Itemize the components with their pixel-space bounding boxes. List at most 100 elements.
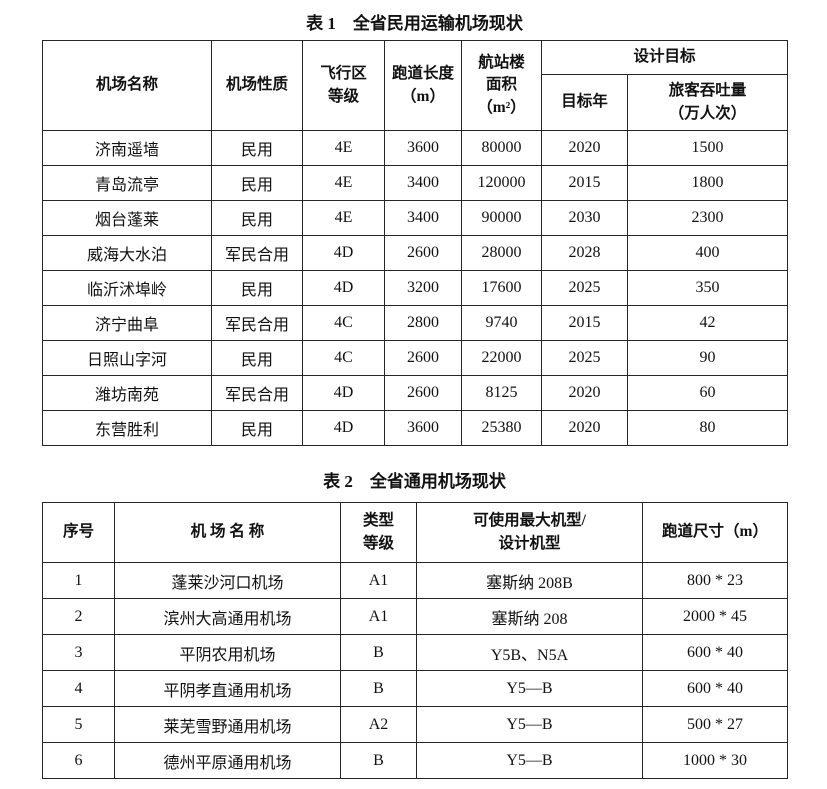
cell-target-year: 2015	[541, 165, 628, 201]
cell-airport-name: 滨州大高通用机场	[114, 598, 341, 635]
cell-no: 1	[42, 562, 115, 599]
cell-no: 6	[42, 742, 115, 779]
cell-target-year: 2015	[541, 305, 628, 341]
table1-header-runway-length: 跑道长度 （m）	[384, 40, 462, 131]
cell-target-year: 2028	[541, 235, 628, 271]
cell-nature: 民用	[211, 130, 303, 166]
cell-terminal-area: 9740	[461, 305, 542, 341]
table-row: 济宁曲阜 军民合用 4C 2800 9740 2015 42	[42, 305, 789, 341]
table2-header-type-grade: 类型 等级	[340, 502, 417, 563]
cell-runway-length: 2600	[384, 340, 462, 376]
cell-nature: 军民合用	[211, 305, 303, 341]
cell-nature: 民用	[211, 165, 303, 201]
cell-throughput: 90	[626, 340, 789, 376]
table2-header-max-aircraft: 可使用最大机型/ 设计机型	[416, 502, 643, 563]
cell-airport-name: 潍坊南苑	[42, 375, 212, 411]
table-row: 威海大水泊 军民合用 4D 2600 28000 2028 400	[42, 235, 789, 271]
cell-throughput: 350	[626, 270, 789, 306]
table1-header-grade: 飞行区 等级	[302, 40, 385, 131]
cell-airport-name: 威海大水泊	[42, 235, 212, 271]
cell-terminal-area: 28000	[461, 235, 542, 271]
cell-target-year: 2020	[541, 410, 628, 446]
table2-header-row: 序号 机 场 名 称 类型 等级 可使用最大机型/ 设计机型 跑道尺寸（m）	[42, 502, 788, 563]
table1-header-row-sub: 目标年 旅客吞吐量 （万人次）	[43, 74, 789, 131]
cell-terminal-area: 120000	[461, 165, 542, 201]
cell-airport-name: 临沂沭埠岭	[42, 270, 212, 306]
table-row: 日照山字河 民用 4C 2600 22000 2025 90	[42, 340, 789, 376]
table-row: 3 平阴农用机场 B Y5B、N5A 600 * 40	[42, 634, 788, 671]
cell-airport-name: 莱芜雪野通用机场	[114, 706, 341, 743]
cell-max-aircraft: Y5B、N5A	[416, 634, 643, 671]
cell-throughput: 60	[626, 375, 789, 411]
table-row: 济南遥墙 民用 4E 3600 80000 2020 1500	[42, 130, 789, 166]
cell-type-grade: B	[340, 634, 417, 671]
cell-target-year: 2025	[541, 340, 628, 376]
cell-target-year: 2020	[541, 375, 628, 411]
document-page: 表 1 全省民用运输机场现状 机场名称 机场性质 飞行区 等级 跑道长度 （m）…	[42, 0, 789, 779]
cell-type-grade: A1	[340, 598, 417, 635]
cell-runway-length: 2800	[384, 305, 462, 341]
table1-header-terminal-area: 航站楼 面积 （m²）	[461, 40, 542, 131]
civil-transport-airports-table: 机场名称 机场性质 飞行区 等级 跑道长度 （m） 航站楼 面积 （m²） 设计…	[42, 40, 789, 446]
cell-runway-size: 1000 * 30	[642, 742, 788, 779]
cell-airport-name: 平阴孝直通用机场	[114, 670, 341, 707]
cell-airport-name: 济宁曲阜	[42, 305, 212, 341]
table-row: 临沂沭埠岭 民用 4D 3200 17600 2025 350	[42, 270, 789, 306]
cell-runway-size: 2000 * 45	[642, 598, 788, 635]
cell-nature: 民用	[211, 270, 303, 306]
table1-header-throughput: 旅客吞吐量 （万人次）	[626, 74, 789, 131]
cell-throughput: 400	[626, 235, 789, 271]
cell-runway-length: 3200	[384, 270, 462, 306]
cell-nature: 民用	[211, 410, 303, 446]
cell-terminal-area: 90000	[461, 200, 542, 236]
table2-header-runway-size: 跑道尺寸（m）	[642, 502, 788, 563]
table2-header-no: 序号	[42, 502, 115, 563]
cell-airport-name: 济南遥墙	[42, 130, 212, 166]
cell-target-year: 2025	[541, 270, 628, 306]
cell-runway-length: 2600	[384, 375, 462, 411]
cell-grade: 4E	[302, 165, 385, 201]
cell-runway-length: 3400	[384, 165, 462, 201]
cell-type-grade: A2	[340, 706, 417, 743]
cell-throughput: 80	[626, 410, 789, 446]
table1-header-airport-name: 机场名称	[42, 40, 212, 131]
table-row: 6 德州平原通用机场 B Y5—B 1000 * 30	[42, 742, 788, 779]
table1-header-design-target: 设计目标	[540, 40, 789, 75]
cell-grade: 4D	[302, 235, 385, 271]
table-row: 潍坊南苑 军民合用 4D 2600 8125 2020 60	[42, 375, 789, 411]
cell-grade: 4D	[302, 410, 385, 446]
cell-runway-size: 500 * 27	[642, 706, 788, 743]
cell-grade: 4E	[302, 130, 385, 166]
cell-grade: 4C	[302, 340, 385, 376]
cell-runway-size: 600 * 40	[642, 634, 788, 671]
cell-airport-name: 蓬莱沙河口机场	[114, 562, 341, 599]
table-row: 4 平阴孝直通用机场 B Y5—B 600 * 40	[42, 670, 788, 707]
cell-throughput: 42	[626, 305, 789, 341]
cell-grade: 4D	[302, 375, 385, 411]
cell-max-aircraft: Y5—B	[416, 670, 643, 707]
cell-runway-length: 3400	[384, 200, 462, 236]
table-row: 5 莱芜雪野通用机场 A2 Y5—B 500 * 27	[42, 706, 788, 743]
cell-nature: 民用	[211, 200, 303, 236]
cell-runway-length: 3600	[384, 410, 462, 446]
cell-throughput: 1500	[626, 130, 789, 166]
cell-nature: 军民合用	[211, 375, 303, 411]
cell-nature: 民用	[211, 340, 303, 376]
cell-runway-length: 2600	[384, 235, 462, 271]
table2-header-airport-name: 机 场 名 称	[114, 502, 341, 563]
cell-max-aircraft: 塞斯纳 208B	[416, 562, 643, 599]
cell-runway-length: 3600	[384, 130, 462, 166]
cell-type-grade: B	[340, 670, 417, 707]
cell-airport-name: 平阴农用机场	[114, 634, 341, 671]
table-row: 2 滨州大高通用机场 A1 塞斯纳 208 2000 * 45	[42, 598, 788, 635]
cell-terminal-area: 25380	[461, 410, 542, 446]
table2-title: 表 2 全省通用机场现状	[323, 472, 506, 491]
table-row: 青岛流亭 民用 4E 3400 120000 2015 1800	[42, 165, 789, 201]
cell-type-grade: A1	[340, 562, 417, 599]
cell-terminal-area: 8125	[461, 375, 542, 411]
cell-grade: 4D	[302, 270, 385, 306]
cell-max-aircraft: 塞斯纳 208	[416, 598, 643, 635]
cell-airport-name: 青岛流亭	[42, 165, 212, 201]
general-airports-table: 序号 机 场 名 称 类型 等级 可使用最大机型/ 设计机型 跑道尺寸（m） 1…	[42, 502, 788, 779]
cell-grade: 4E	[302, 200, 385, 236]
